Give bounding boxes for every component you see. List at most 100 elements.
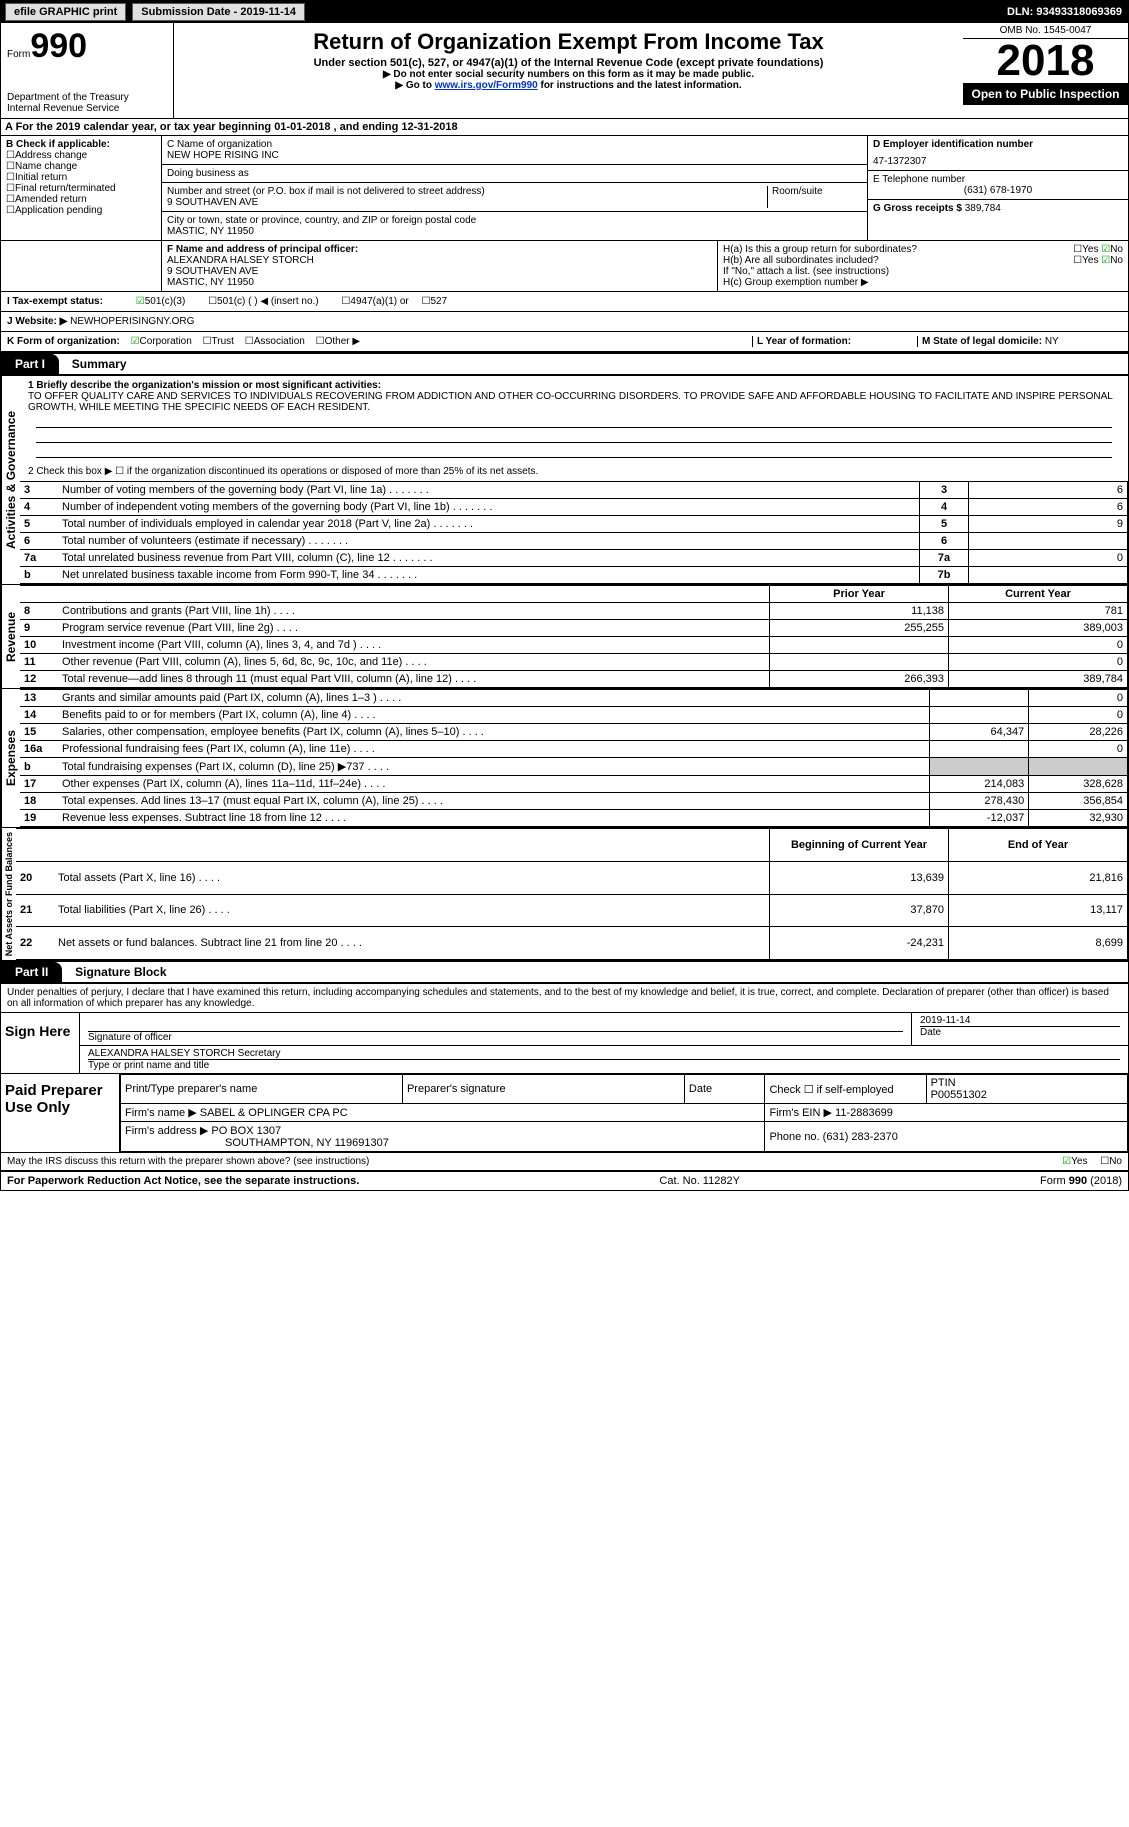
hb-no[interactable]: No	[1101, 255, 1123, 266]
ruled-line	[36, 428, 1112, 443]
gross-receipts-value: 389,784	[965, 203, 1001, 214]
discuss-no[interactable]: No	[1100, 1156, 1122, 1167]
org-name-label: C Name of organization	[167, 139, 862, 150]
k-corp[interactable]: Corporation	[131, 336, 192, 347]
sign-here-block: Sign Here Signature of officer 2019-11-1…	[1, 1012, 1128, 1073]
part-i-label: Part I	[1, 354, 59, 374]
side-net-assets: Net Assets or Fund Balances	[1, 828, 16, 960]
net-assets-table: Beginning of Current Year End of Year20 …	[16, 828, 1128, 960]
chk-address-change[interactable]: Address change	[6, 150, 156, 161]
title-cell: Return of Organization Exempt From Incom…	[174, 23, 963, 118]
form-number-cell: Form990 Department of the Treasury Inter…	[1, 23, 174, 118]
firm-name: SABEL & OPLINGER CPA PC	[200, 1107, 348, 1119]
gross-receipts-label: G Gross receipts $	[873, 203, 962, 214]
chk-initial-return[interactable]: Initial return	[6, 172, 156, 183]
mission-block: 1 Briefly describe the organization's mi…	[20, 376, 1128, 462]
net-section: Net Assets or Fund Balances Beginning of…	[1, 827, 1128, 960]
penalty-statement: Under penalties of perjury, I declare th…	[1, 984, 1128, 1012]
h-a: H(a) Is this a group return for subordin…	[723, 244, 1123, 255]
h-a-text: H(a) Is this a group return for subordin…	[723, 244, 917, 255]
city-state-zip: MASTIC, NY 11950	[167, 226, 862, 237]
p-date-label: Date	[684, 1075, 765, 1104]
ha-yes[interactable]: Yes	[1073, 244, 1098, 255]
side-revenue: Revenue	[1, 585, 20, 688]
revenue-table: Prior Year Current Year8 Contributions a…	[20, 585, 1128, 688]
discuss-yes[interactable]: Yes	[1062, 1156, 1087, 1167]
website-value: NEWHOPERISINGNY.ORG	[70, 316, 194, 327]
preparer-table: Print/Type preparer's name Preparer's si…	[120, 1074, 1128, 1152]
footer-mid: Cat. No. 11282Y	[659, 1175, 740, 1187]
sig-date-label: Date	[920, 1026, 1120, 1038]
efile-print-button[interactable]: efile GRAPHIC print	[5, 3, 126, 21]
k-label: K Form of organization:	[7, 336, 120, 347]
section-b: B Check if applicable: Address change Na…	[1, 136, 162, 240]
room-label: Room/suite	[772, 186, 862, 197]
section-i: I Tax-exempt status: 501(c)(3) 501(c) ( …	[1, 292, 1128, 312]
entity-block: B Check if applicable: Address change Na…	[1, 136, 1128, 241]
i-4947[interactable]: 4947(a)(1) or	[341, 296, 408, 307]
side-expenses: Expenses	[1, 689, 20, 827]
preparer-block: Paid Preparer Use Only Print/Type prepar…	[1, 1073, 1128, 1152]
year-cell: OMB No. 1545-0047 2018 Open to Public In…	[963, 23, 1128, 118]
k-trust[interactable]: Trust	[203, 336, 234, 347]
footer-right: Form 990 (2018)	[1040, 1175, 1122, 1187]
k-assoc[interactable]: Association	[245, 336, 305, 347]
p-name-label: Print/Type preparer's name	[121, 1075, 403, 1104]
firm-phone: (631) 283-2370	[823, 1131, 898, 1143]
firm-addr2: SOUTHAMPTON, NY 119691307	[225, 1137, 389, 1149]
dept-label: Department of the Treasury Internal Reve…	[7, 92, 167, 114]
chk-amended-return[interactable]: Amended return	[6, 194, 156, 205]
discuss-line: May the IRS discuss this return with the…	[1, 1152, 1128, 1170]
section-klm: K Form of organization: Corporation Trus…	[1, 332, 1128, 352]
public-inspection: Open to Public Inspection	[963, 83, 1128, 105]
officer-label: F Name and address of principal officer:	[167, 244, 712, 255]
h-b: H(b) Are all subordinates included? Yes …	[723, 255, 1123, 266]
note-ssn: ▶ Do not enter social security numbers o…	[178, 69, 959, 80]
hb-yes[interactable]: Yes	[1073, 255, 1098, 266]
ha-no[interactable]: No	[1101, 244, 1123, 255]
paid-preparer-label: Paid Preparer Use Only	[1, 1074, 119, 1152]
i-527[interactable]: 527	[422, 296, 448, 307]
page-footer: For Paperwork Reduction Act Notice, see …	[1, 1170, 1128, 1190]
org-name: NEW HOPE RISING INC	[167, 150, 862, 161]
submission-date-label: Submission Date -	[141, 6, 240, 18]
dba-label: Doing business as	[167, 168, 862, 179]
ein-value: 47-1372307	[873, 156, 1123, 167]
tax-year: 2018	[963, 39, 1128, 83]
firm-addr: PO BOX 1307	[211, 1125, 281, 1137]
sign-here-label: Sign Here	[1, 1013, 79, 1073]
topbar: efile GRAPHIC print Submission Date - 20…	[1, 1, 1128, 23]
l-label: L Year of formation:	[757, 336, 851, 347]
submission-date-box: Submission Date - 2019-11-14	[132, 3, 305, 21]
k-other[interactable]: Other ▶	[316, 336, 360, 347]
note-link-pre: ▶ Go to	[395, 80, 434, 91]
part-i-heading: Summary	[72, 357, 127, 371]
officer-name: ALEXANDRA HALSEY STORCH	[167, 255, 712, 266]
firm-phone-label: Phone no.	[769, 1131, 819, 1143]
section-c: C Name of organization NEW HOPE RISING I…	[162, 136, 867, 240]
note-link: ▶ Go to www.irs.gov/Form990 for instruct…	[178, 80, 959, 91]
part-ii-heading: Signature Block	[75, 965, 166, 979]
part-ii-bar: Part II Signature Block	[1, 960, 1128, 984]
firm-addr-label: Firm's address ▶	[125, 1125, 208, 1137]
chk-name-change[interactable]: Name change	[6, 161, 156, 172]
chk-final-return[interactable]: Final return/terminated	[6, 183, 156, 194]
section-f: F Name and address of principal officer:…	[161, 241, 718, 291]
firm-ein-label: Firm's EIN ▶	[769, 1107, 832, 1119]
m-label: M State of legal domicile:	[922, 336, 1045, 347]
ruled-line	[36, 413, 1112, 428]
i-501c[interactable]: 501(c) ( ) ◀ (insert no.)	[208, 296, 319, 307]
footer-left: For Paperwork Reduction Act Notice, see …	[7, 1175, 359, 1187]
form-number: 990	[30, 27, 87, 65]
chk-application-pending[interactable]: Application pending	[6, 205, 156, 216]
irs-link[interactable]: www.irs.gov/Form990	[435, 80, 538, 91]
i-label: I Tax-exempt status:	[7, 296, 103, 307]
discuss-text: May the IRS discuss this return with the…	[7, 1156, 369, 1167]
form-header: Form990 Department of the Treasury Inter…	[1, 23, 1128, 119]
section-deg: D Employer identification number 47-1372…	[867, 136, 1128, 240]
i-501c3[interactable]: 501(c)(3)	[136, 296, 186, 307]
ruled-line	[36, 443, 1112, 458]
rev-section: Revenue Prior Year Current Year8 Contrib…	[1, 584, 1128, 688]
sig-officer-label: Signature of officer	[88, 1032, 903, 1043]
p-sig-label: Preparer's signature	[402, 1075, 684, 1104]
